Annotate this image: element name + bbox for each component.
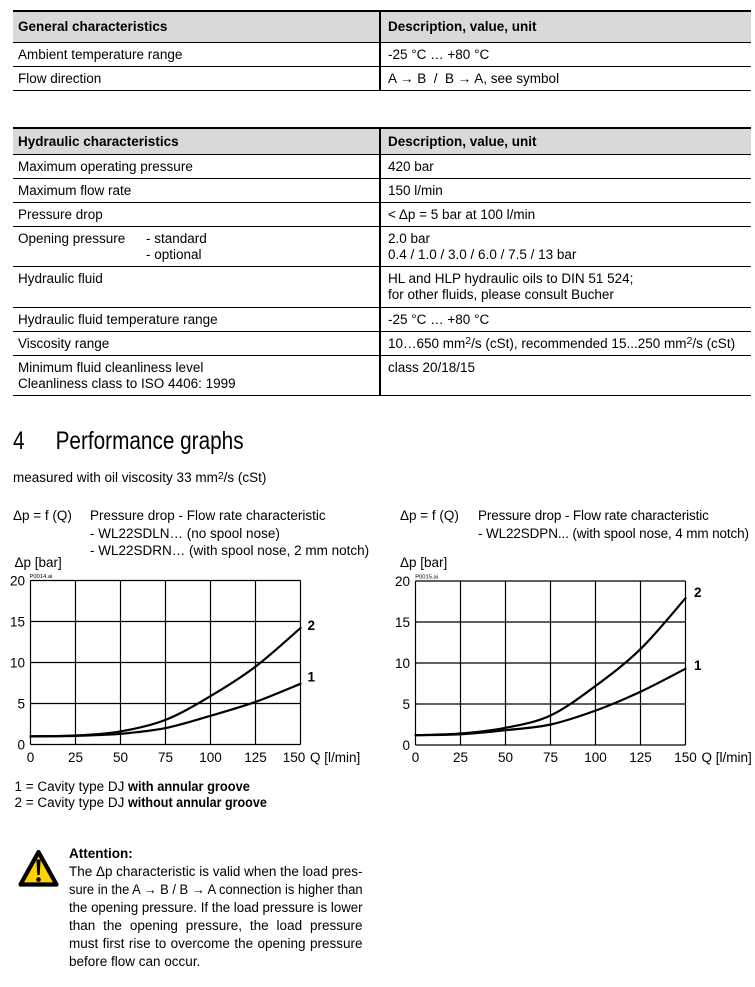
svg-text:50: 50	[498, 750, 513, 765]
svg-text:15: 15	[395, 615, 410, 630]
svg-text:0: 0	[17, 737, 25, 752]
svg-text:125: 125	[629, 750, 652, 765]
svg-text:0: 0	[412, 750, 420, 765]
svg-text:Q [l/min]: Q [l/min]	[310, 750, 360, 765]
svg-text:2: 2	[694, 585, 702, 600]
svg-text:150: 150	[283, 750, 306, 765]
svg-text:75: 75	[158, 750, 173, 765]
svg-text:P0014.ai: P0014.ai	[30, 574, 53, 580]
svg-text:10: 10	[10, 655, 25, 670]
svg-text:150: 150	[674, 750, 697, 765]
svg-text:P0015.ai: P0015.ai	[415, 575, 438, 581]
svg-text:Q [l/min]: Q [l/min]	[702, 750, 752, 765]
svg-text:2: 2	[308, 618, 316, 633]
svg-text:5: 5	[17, 696, 25, 711]
svg-text:75: 75	[543, 750, 558, 765]
svg-text:100: 100	[199, 750, 222, 765]
svg-text:Δp [bar]: Δp [bar]	[15, 555, 62, 570]
svg-text:0: 0	[27, 750, 35, 765]
svg-text:25: 25	[68, 750, 83, 765]
svg-text:15: 15	[10, 614, 25, 629]
svg-text:100: 100	[584, 750, 607, 765]
svg-text:1: 1	[308, 670, 316, 685]
svg-text:50: 50	[113, 750, 128, 765]
svg-text:0: 0	[402, 738, 410, 753]
svg-text:1: 1	[694, 658, 702, 673]
svg-text:20: 20	[10, 573, 25, 588]
svg-text:10: 10	[395, 656, 410, 671]
svg-text:25: 25	[453, 750, 468, 765]
svg-text:Δp [bar]: Δp [bar]	[400, 555, 447, 570]
svg-text:5: 5	[402, 697, 410, 712]
svg-text:20: 20	[395, 574, 410, 589]
svg-text:125: 125	[244, 750, 267, 765]
